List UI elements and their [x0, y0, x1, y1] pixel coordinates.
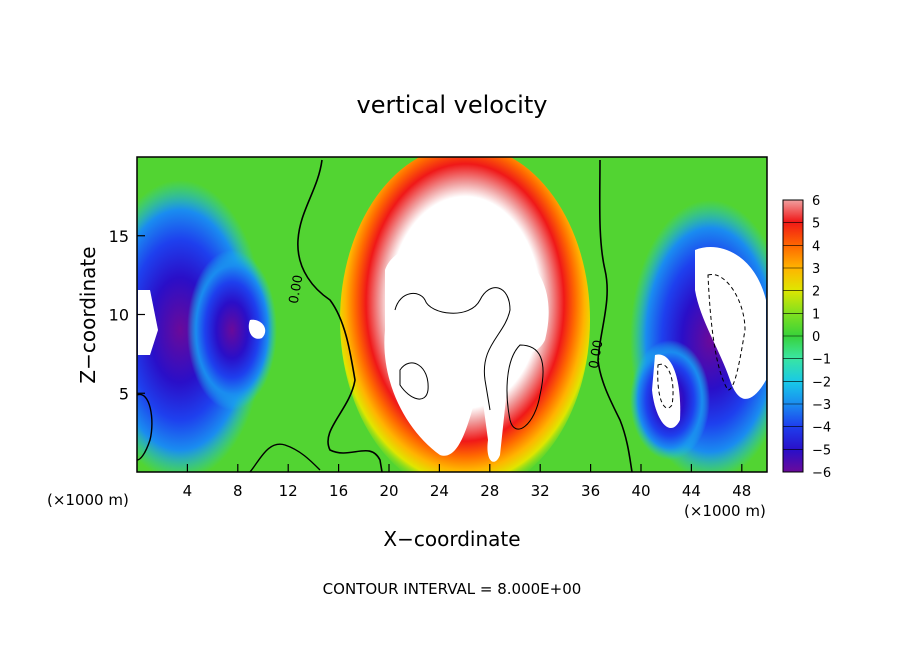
contour-interval-footer: CONTOUR INTERVAL = 8.000E+00 [323, 580, 582, 598]
x-tick-label: 40 [631, 482, 650, 500]
x-tick-label: 8 [233, 482, 243, 500]
y-tick-label: 5 [119, 384, 129, 403]
zero-contour-left [297, 159, 383, 472]
chart-title: vertical velocity [357, 91, 548, 119]
colorbar-tick-label: −5 [812, 443, 831, 458]
colorbar-tick-label: 6 [812, 194, 820, 209]
x-tick-label: 4 [183, 482, 193, 500]
colorbar-tick-label: −3 [812, 398, 831, 413]
x-axis-label: X−coordinate [383, 527, 520, 551]
zero-contour-right [597, 159, 633, 472]
colorbar-tick-label: −4 [812, 421, 831, 436]
x-tick-label: 12 [279, 482, 298, 500]
x-tick-label: 20 [379, 482, 398, 500]
heatmap-field [137, 157, 767, 472]
colorbar-tick-label: 2 [812, 285, 820, 300]
contour-label: 0.00 [587, 339, 607, 370]
x-axis: 4 8 12 16 20 24 28 32 36 40 44 48 [183, 464, 751, 500]
x-unit-right: (×1000 m) [684, 502, 766, 520]
x-tick-label: 24 [430, 482, 449, 500]
x-tick-label: 32 [531, 482, 550, 500]
x-tick-label: 48 [732, 482, 751, 500]
colorbar-tick-label: −1 [812, 353, 831, 368]
colorbar-tick-label: 4 [812, 239, 820, 254]
colorbar-ticks: 6 5 4 3 2 1 0 −1 −2 −3 −4 −5 −6 [783, 194, 831, 481]
y-tick-label: 15 [109, 227, 129, 246]
colorbar-tick-label: 5 [812, 217, 820, 232]
colorbar-tick-label: 1 [812, 307, 820, 322]
x-tick-label: 36 [581, 482, 600, 500]
x-unit-left: (×1000 m) [47, 491, 129, 509]
colorbar-tick-label: −6 [812, 466, 831, 481]
colorbar-tick-label: 3 [812, 262, 820, 277]
colorbar-tick-label: 0 [812, 330, 820, 345]
x-tick-label: 44 [682, 482, 701, 500]
y-tick-label: 10 [109, 306, 129, 325]
y-axis: 5 10 15 [109, 227, 145, 403]
y-axis-label: Z−coordinate [76, 246, 100, 383]
x-tick-label: 28 [480, 482, 499, 500]
contour-label: 0.00 [287, 274, 307, 305]
colorbar-tick-label: −2 [812, 375, 831, 390]
x-tick-label: 16 [329, 482, 348, 500]
